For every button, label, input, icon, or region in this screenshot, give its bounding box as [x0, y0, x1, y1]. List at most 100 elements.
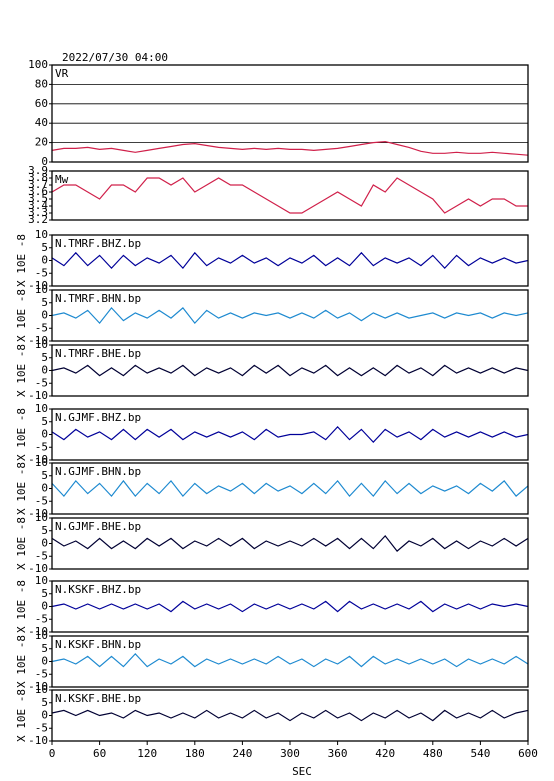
- y-tick-label: -10: [28, 734, 48, 747]
- x-tick-label: 0: [49, 747, 56, 760]
- y-tick-label: 10: [35, 456, 48, 469]
- panel-frame: [51, 635, 529, 688]
- y-tick-label: 10: [35, 683, 48, 696]
- y-tick-label: 10: [35, 283, 48, 296]
- y-tick-label: -10: [28, 625, 48, 638]
- panel-frame: [51, 234, 529, 287]
- y-tick-label: 10: [35, 511, 48, 524]
- y-tick-label: -5: [35, 440, 48, 453]
- x-tick-label: 300: [280, 747, 300, 760]
- y-tick-label: 3.5: [28, 192, 48, 205]
- panel-frame: [51, 344, 529, 397]
- trace-label: VR: [55, 67, 69, 80]
- x-tick-label: 180: [185, 747, 205, 760]
- y-tick-label: -10: [28, 680, 48, 693]
- trace-label: N.GJMF.BHE.bp: [55, 520, 141, 533]
- y-axis-label: X 10E -8: [15, 289, 28, 342]
- y-tick-label: -10: [28, 334, 48, 347]
- panel-frame: [51, 289, 529, 342]
- x-tick-label: 480: [423, 747, 443, 760]
- y-tick-label: 100: [28, 58, 48, 71]
- y-tick-label: 10: [35, 629, 48, 642]
- trace: [51, 600, 529, 613]
- x-axis-label: SEC: [292, 765, 312, 778]
- panel-frame: [51, 408, 529, 461]
- y-tick-label: 3.6: [28, 185, 48, 198]
- y-tick-label: -5: [35, 612, 48, 625]
- trace: [51, 426, 529, 443]
- y-tick-label: 40: [35, 116, 48, 129]
- y-tick-label: -5: [35, 667, 48, 680]
- y-axis-label: X 10E -8: [15, 580, 28, 633]
- trace-label: N.KSKF.BHZ.bp: [55, 583, 141, 596]
- x-tick-label: 420: [375, 747, 395, 760]
- y-tick-label: 10: [35, 402, 48, 415]
- trace: [51, 534, 529, 552]
- y-axis-label: X 10E -8: [15, 462, 28, 515]
- trace: [51, 709, 529, 722]
- y-tick-label: 0: [41, 309, 48, 322]
- y-tick-label: -10: [28, 279, 48, 292]
- y-tick-label: 0: [41, 254, 48, 267]
- y-tick-label: -10: [28, 389, 48, 402]
- x-tick-label: 120: [137, 747, 157, 760]
- y-tick-label: 3.3: [28, 206, 48, 219]
- trace-label: Mw: [55, 173, 69, 186]
- panel-frame: [51, 517, 529, 570]
- y-tick-label: 3.2: [28, 213, 48, 226]
- y-tick-label: 5: [41, 587, 48, 600]
- y-tick-label: 80: [35, 77, 48, 90]
- y-tick-label: -10: [28, 507, 48, 520]
- y-tick-label: 0: [41, 364, 48, 377]
- y-tick-label: 3.4: [28, 199, 48, 212]
- y-tick-label: 0: [41, 655, 48, 668]
- y-tick-label: 5: [41, 241, 48, 254]
- x-tick-label: 360: [328, 747, 348, 760]
- trace: [51, 653, 529, 668]
- y-tick-label: 0: [41, 155, 48, 168]
- y-tick-label: 5: [41, 642, 48, 655]
- panel-frame: [51, 170, 529, 221]
- y-tick-label: -10: [28, 453, 48, 466]
- trace: [51, 479, 529, 498]
- x-tick-label: 540: [470, 747, 490, 760]
- y-tick-label: 0: [41, 428, 48, 441]
- y-tick-label: 60: [35, 97, 48, 110]
- y-tick-label: 5: [41, 524, 48, 537]
- x-tick-label: 60: [93, 747, 106, 760]
- trace: [51, 177, 528, 214]
- trace-label: N.KSKF.BHN.bp: [55, 638, 141, 651]
- y-tick-label: -10: [28, 562, 48, 575]
- y-tick-label: 3.8: [28, 171, 48, 184]
- chart-title: 2022/07/30 04:00: [62, 51, 168, 64]
- trace: [51, 364, 529, 377]
- y-tick-label: 3.9: [28, 164, 48, 177]
- y-tick-label: 3.7: [28, 178, 48, 191]
- y-tick-label: 0: [41, 482, 48, 495]
- trace: [51, 306, 529, 325]
- x-tick-label: 240: [232, 747, 252, 760]
- y-tick-label: -5: [35, 494, 48, 507]
- trace-label: N.KSKF.BHE.bp: [55, 692, 141, 705]
- y-axis-label: X 10E -8: [15, 234, 28, 287]
- y-tick-label: 0: [41, 537, 48, 550]
- y-axis-label: X 10E -8: [15, 408, 28, 461]
- y-tick-label: -5: [35, 321, 48, 334]
- panel-frame: [51, 462, 529, 515]
- trace-label: N.TMRF.BHZ.bp: [55, 237, 141, 250]
- y-axis-label: X 10E -8: [15, 689, 28, 742]
- y-tick-label: 10: [35, 338, 48, 351]
- trace-label: N.GJMF.BHZ.bp: [55, 411, 141, 424]
- trace-label: N.GJMF.BHN.bp: [55, 465, 141, 478]
- y-tick-label: -5: [35, 266, 48, 279]
- y-tick-label: -5: [35, 549, 48, 562]
- y-tick-label: 5: [41, 696, 48, 709]
- y-tick-label: 5: [41, 469, 48, 482]
- y-tick-label: 0: [41, 600, 48, 613]
- y-axis-label: X 10E -8: [15, 635, 28, 688]
- y-tick-label: -5: [35, 376, 48, 389]
- trace-label: N.TMRF.BHE.bp: [55, 347, 141, 360]
- panel-frame: [51, 580, 529, 633]
